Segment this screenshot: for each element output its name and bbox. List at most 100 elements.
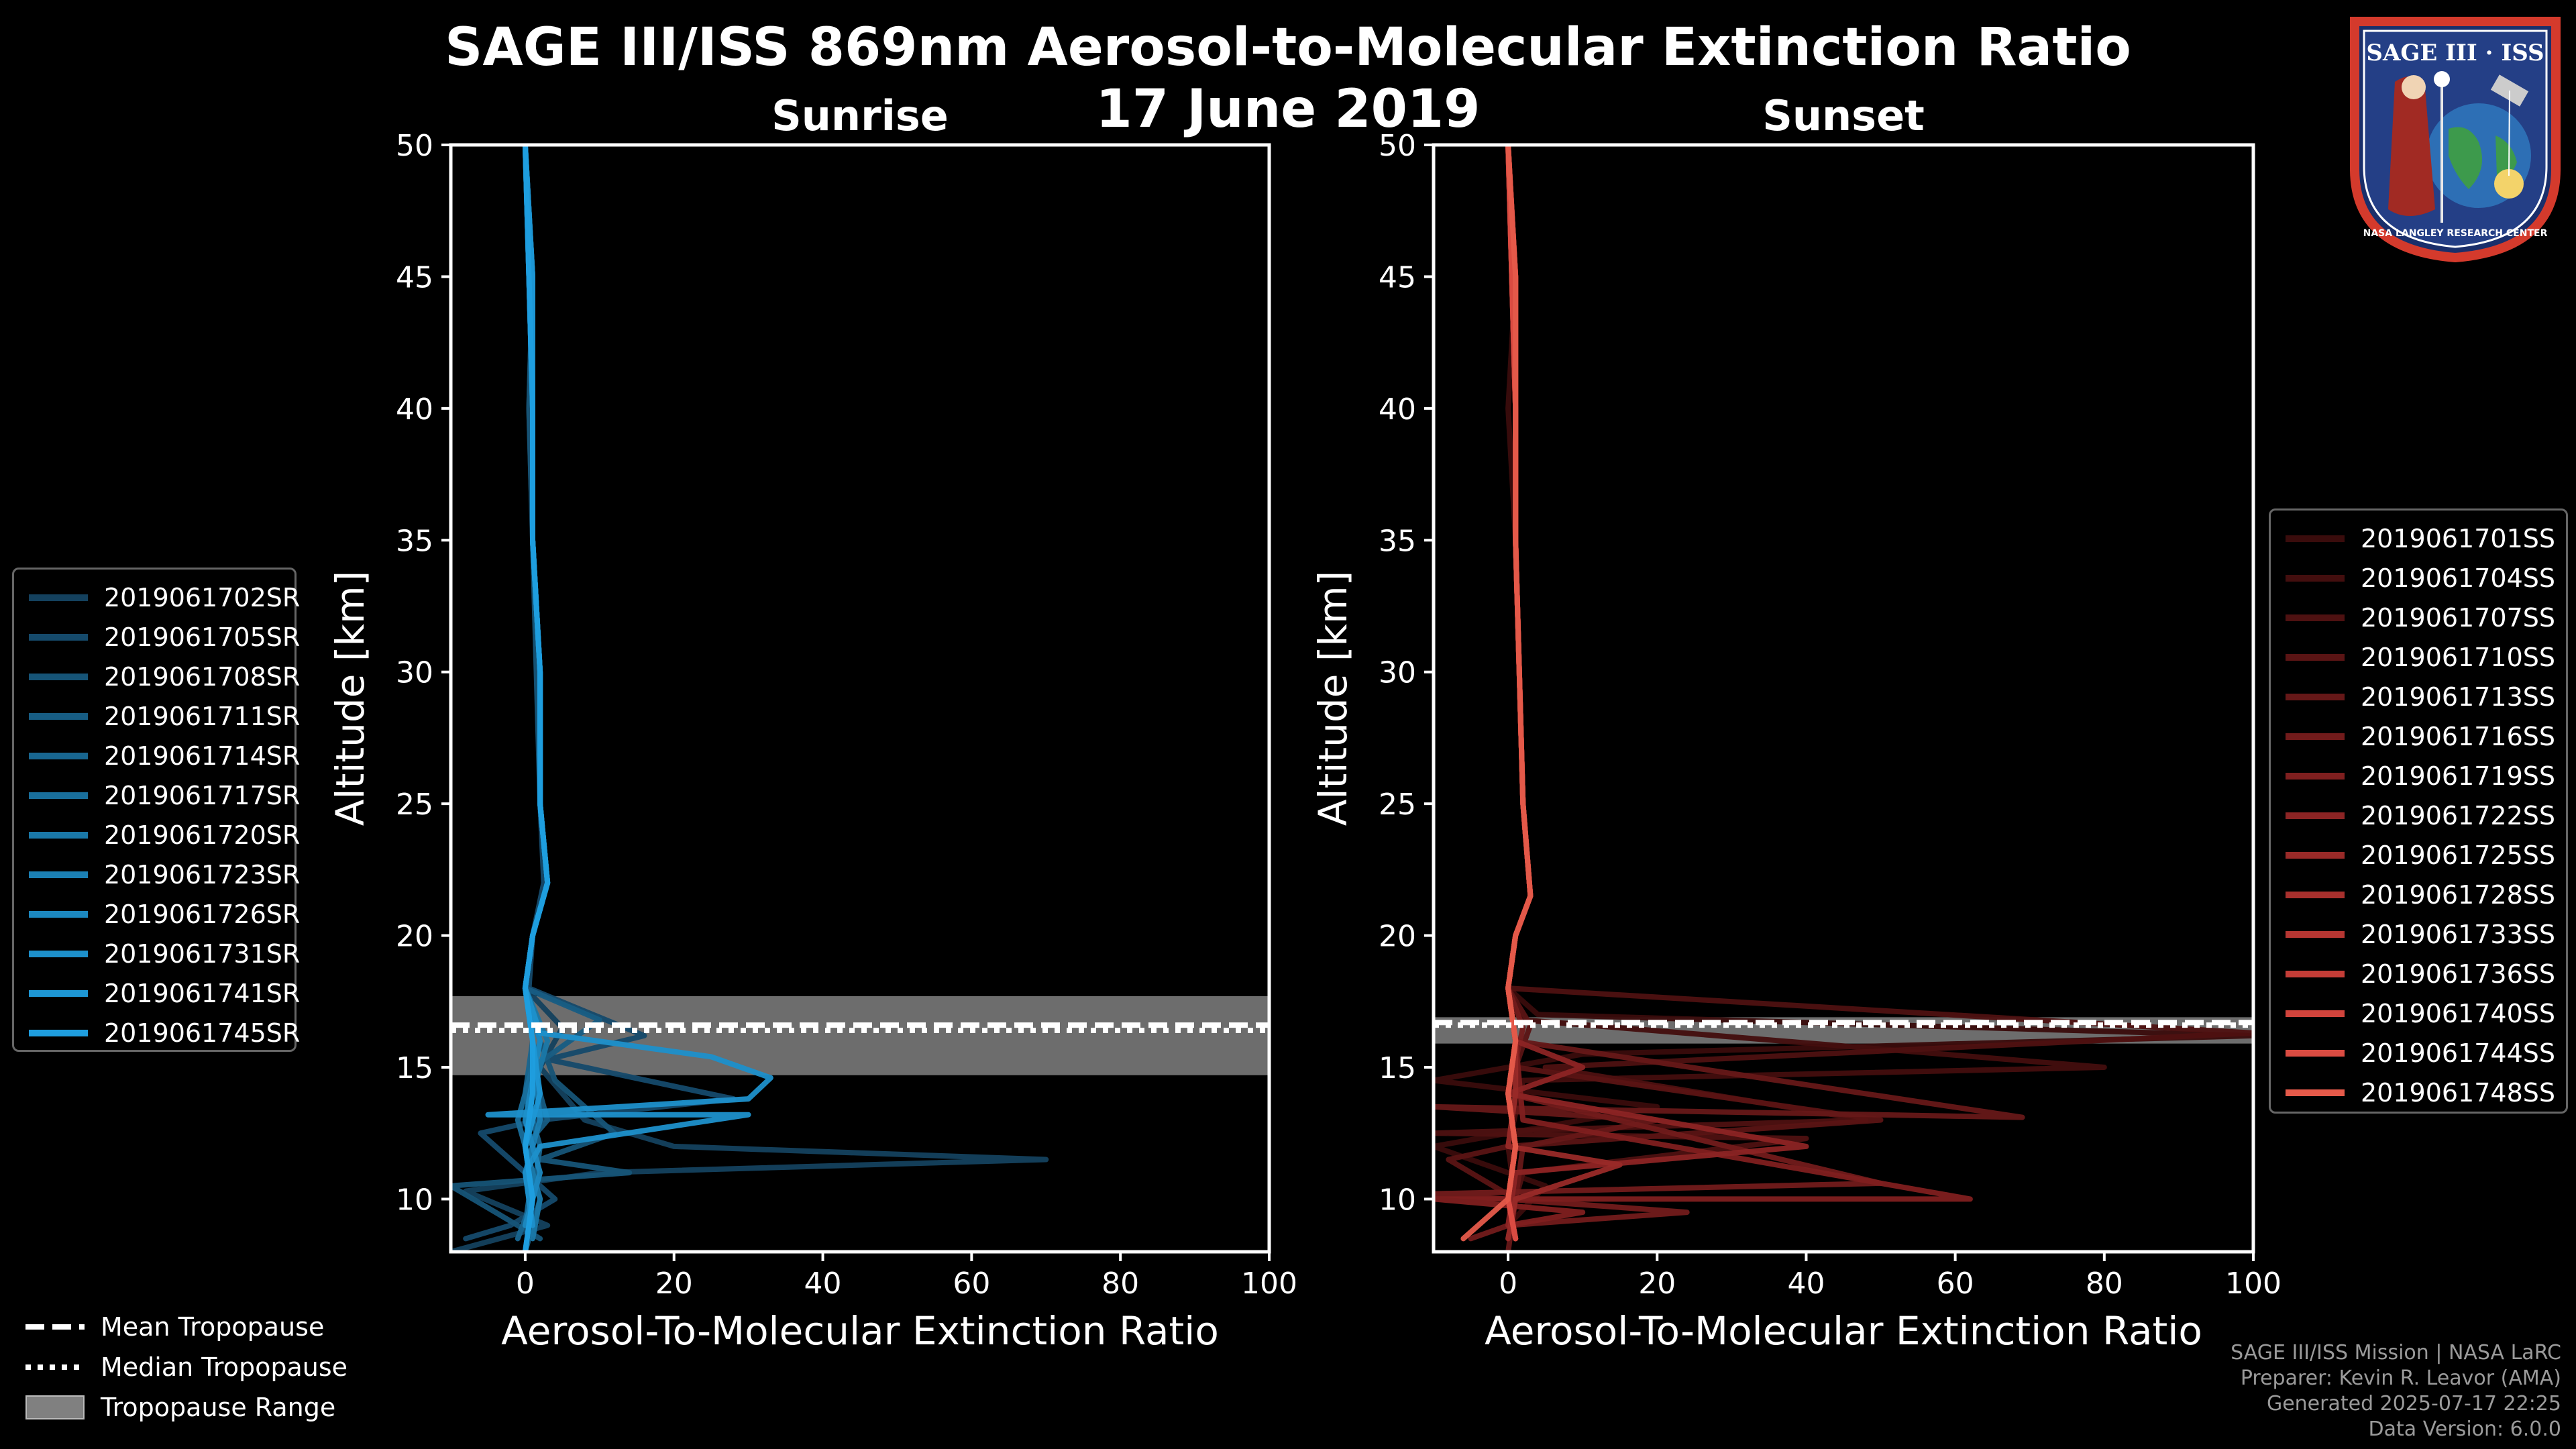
sunrise-legend-swatch: [29, 1030, 88, 1036]
sunset-series-2019061701SS: [1434, 145, 2253, 1228]
sunset-ytick-label-40: 40: [1379, 392, 1416, 427]
sunrise-ytick-label-40: 40: [396, 392, 433, 427]
sunset-legend-item: 2019061707SS: [2286, 599, 2555, 637]
sunrise-xtick-label-0: 0: [516, 1267, 535, 1301]
credits-mission: SAGE III/ISS Mission | NASA LaRC: [2231, 1341, 2561, 1364]
sunrise-series-group: [451, 145, 1049, 1252]
gray-band-swatch: [25, 1395, 85, 1419]
sunset-legend-label: 2019061733SS: [2361, 920, 2556, 949]
sunset-legend-swatch: [2286, 892, 2345, 898]
sunrise-legend-label: 2019061708SR: [104, 662, 301, 692]
sunset-legend-label: 2019061728SS: [2361, 880, 2556, 910]
sunset-legend-swatch: [2286, 694, 2345, 700]
sunrise-legend-swatch: [29, 594, 88, 601]
sunrise-legend-item: 2019061714SR: [29, 737, 300, 775]
sunset-legend-item: 2019061740SS: [2286, 995, 2555, 1032]
credits-preparer: Preparer: Kevin R. Leavor (AMA): [2240, 1366, 2561, 1390]
sunset-ytick-label-20: 20: [1379, 920, 1416, 954]
sunset-xtick-label-60: 60: [1937, 1267, 1974, 1301]
sunset-legend-swatch: [2286, 1010, 2345, 1017]
sunrise-legend-item: 2019061741SR: [29, 975, 300, 1012]
sunrise-xtick-label-20: 20: [655, 1267, 693, 1301]
sunset-series-group: [1434, 145, 2253, 1252]
sunrise-legend-item: 2019061720SR: [29, 816, 300, 854]
sunrise-legend-label: 2019061720SR: [104, 820, 301, 850]
sunset-legend-swatch: [2286, 852, 2345, 859]
sunset-legend-item: 2019061728SS: [2286, 876, 2555, 914]
sunrise-legend-swatch: [29, 713, 88, 720]
sunset-legend-item: 2019061719SS: [2286, 757, 2555, 795]
sunrise-legend-swatch: [29, 832, 88, 839]
sunset-xtick-label-20: 20: [1638, 1267, 1676, 1301]
sunset-legend-item: 2019061701SS: [2286, 520, 2555, 557]
sunset-xtick-label-0: 0: [1499, 1267, 1517, 1301]
sunrise-legend-label: 2019061717SR: [104, 781, 301, 810]
sunset-legend-item: 2019061736SS: [2286, 955, 2555, 993]
sunrise-xtick-label-60: 60: [953, 1267, 990, 1301]
sunrise-ytick-label-25: 25: [396, 788, 433, 822]
sunrise-plot: 0 20 40 60 80 100 10 15 20 25 30 35 40 45 50 Aerosol-To…: [327, 129, 1297, 1354]
sunset-legend-label: 2019061740SS: [2361, 999, 2556, 1028]
sunrise-ytick-label-50: 50: [396, 129, 433, 163]
tropopause-range-label: Tropopause Range: [101, 1393, 336, 1422]
sunrise-legend-item: 2019061702SR: [29, 579, 300, 616]
sunrise-legend-label: 2019061726SR: [104, 900, 301, 929]
sunrise-xtick-label-40: 40: [804, 1267, 842, 1301]
sunset-y-axis-label: Altitude [km]: [1310, 571, 1356, 826]
sunset-legend-item: 2019061733SS: [2286, 916, 2555, 953]
sunset-legend-item: 2019061704SS: [2286, 559, 2555, 597]
sunset-legend-item: 2019061748SS: [2286, 1074, 2555, 1112]
sunrise-legend-item: 2019061745SR: [29, 1014, 300, 1052]
sunrise-legend-item: 2019061723SR: [29, 856, 300, 894]
sunrise-legend: 2019061702SR 2019061705SR 2019061708SR 2019…: [12, 568, 301, 1052]
sunrise-legend-swatch: [29, 990, 88, 997]
sunrise-legend-label: 2019061731SR: [104, 939, 301, 969]
sunset-xtick-label-40: 40: [1787, 1267, 1825, 1301]
sunrise-legend-swatch: [29, 792, 88, 799]
sunset-xtick-label-80: 80: [2086, 1267, 2123, 1301]
sunset-legend-swatch: [2286, 812, 2345, 819]
median-tropopause-label: Median Tropopause: [101, 1352, 347, 1382]
mean-tropopause-legend-item: Mean Tropopause: [25, 1308, 324, 1346]
sunrise-panel-title: Sunrise: [771, 91, 949, 140]
sunset-x-axis-label: Aerosol-To-Molecular Extinction Ratio: [1485, 1308, 2202, 1354]
sunset-legend-swatch: [2286, 575, 2345, 582]
sunset-legend-swatch: [2286, 1050, 2345, 1057]
sunrise-legend-item: 2019061708SR: [29, 658, 300, 696]
sunrise-xtick-label-80: 80: [1102, 1267, 1139, 1301]
sunset-series-2019061748SS: [1460, 145, 1534, 1242]
sunrise-legend-swatch: [29, 951, 88, 957]
sunrise-legend-swatch: [29, 911, 88, 918]
tropopause-range-legend-item: Tropopause Range: [25, 1389, 335, 1426]
sunrise-legend-item: 2019061726SR: [29, 896, 300, 933]
sunrise-legend-swatch: [29, 674, 88, 680]
dotted-line-swatch: [25, 1364, 85, 1370]
sunset-legend-label: 2019061736SS: [2361, 959, 2556, 989]
dashed-line-swatch: [25, 1324, 85, 1330]
sunrise-legend-swatch: [29, 753, 88, 759]
sunset-legend-label: 2019061722SS: [2361, 801, 2556, 830]
sunset-legend-swatch: [2286, 1089, 2345, 1096]
sunset-legend-label: 2019061716SS: [2361, 722, 2556, 751]
sunset-legend-swatch: [2286, 614, 2345, 621]
sunset-legend-label: 2019061701SS: [2361, 524, 2556, 553]
sunrise-legend-swatch: [29, 634, 88, 641]
sunrise-legend-item: 2019061731SR: [29, 935, 300, 973]
sunrise-legend-label: 2019061702SR: [104, 583, 301, 612]
median-tropopause-legend-item: Median Tropopause: [25, 1348, 347, 1386]
badge-title: SAGE III · ISS: [2366, 40, 2544, 66]
credits-generated: Generated 2025-07-17 22:25: [2266, 1392, 2561, 1415]
sunset-legend-label: 2019061707SS: [2361, 603, 2556, 633]
sunset-ytick-label-35: 35: [1379, 524, 1416, 558]
sunset-ytick-label-15: 15: [1379, 1051, 1416, 1085]
sunset-axes-frame: [1432, 143, 2255, 1254]
credits-version: Data Version: 6.0.0: [2368, 1417, 2561, 1441]
figure-title: SAGE III/ISS 869nm Aerosol-to-Molecular …: [445, 17, 2131, 78]
sunrise-legend-label: 2019061745SR: [104, 1018, 301, 1048]
sunset-ytick-label-25: 25: [1379, 788, 1416, 822]
sunset-legend-label: 2019061710SS: [2361, 643, 2556, 672]
sunrise-ytick-label-45: 45: [396, 260, 433, 294]
badge-footer: NASA LANGLEY RESEARCH CENTER: [2363, 228, 2548, 239]
sage-iii-iss-mission-badge: SAGE III · ISS NASA LANGLEY RESEARCH CEN…: [2350, 17, 2561, 263]
sunset-legend-item: 2019061722SS: [2286, 797, 2555, 835]
